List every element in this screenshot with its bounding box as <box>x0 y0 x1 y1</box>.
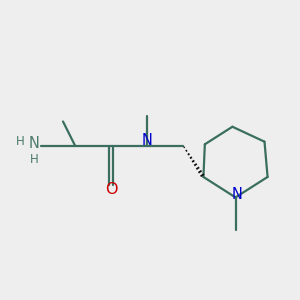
Text: N: N <box>142 133 152 148</box>
Text: H: H <box>16 135 25 148</box>
Text: H: H <box>30 153 39 167</box>
Text: N: N <box>232 187 242 202</box>
Text: N: N <box>29 136 40 152</box>
Text: O: O <box>105 182 117 197</box>
